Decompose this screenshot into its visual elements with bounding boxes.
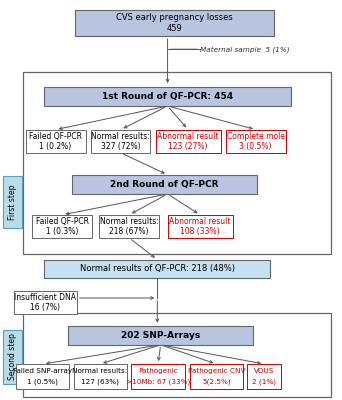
Text: 127 (63%): 127 (63%) [81,379,119,385]
FancyBboxPatch shape [247,364,281,389]
FancyBboxPatch shape [75,10,274,36]
Text: 108 (33%): 108 (33%) [180,227,220,236]
Text: Abnormal result: Abnormal result [169,217,231,226]
FancyBboxPatch shape [3,330,22,384]
FancyBboxPatch shape [68,326,253,345]
FancyBboxPatch shape [44,260,270,278]
Text: 218 (67%): 218 (67%) [109,227,149,236]
Text: VOUS: VOUS [254,368,274,374]
Text: 202 SNP-Arrays: 202 SNP-Arrays [121,331,200,340]
Text: 5(2.5%): 5(2.5%) [202,379,231,385]
Text: Abnormal result: Abnormal result [157,132,219,141]
FancyBboxPatch shape [14,291,77,314]
Text: Maternal sample  5 (1%): Maternal sample 5 (1%) [200,46,290,52]
Text: >10Mb: 67 (33%): >10Mb: 67 (33%) [126,379,190,385]
FancyBboxPatch shape [168,215,233,238]
Text: 16 (7%): 16 (7%) [30,303,60,312]
Text: 123 (27%): 123 (27%) [168,142,208,151]
FancyBboxPatch shape [32,215,92,238]
Text: 1 (0.5%): 1 (0.5%) [27,379,58,385]
Text: Normal results:: Normal results: [91,132,150,141]
Text: 2nd Round of QF-PCR: 2nd Round of QF-PCR [110,180,219,189]
Text: Failed QF-PCR: Failed QF-PCR [29,132,82,141]
Text: 1st Round of QF-PCR: 454: 1st Round of QF-PCR: 454 [102,92,233,101]
Text: Insufficient DNA: Insufficient DNA [14,293,76,302]
FancyBboxPatch shape [131,364,185,389]
Text: Pathogenic: Pathogenic [138,368,178,374]
Text: CVS early pregnancy losses: CVS early pregnancy losses [116,13,233,22]
Text: 3 (0.5%): 3 (0.5%) [239,142,272,151]
FancyBboxPatch shape [226,130,286,153]
Text: Failed QF-PCR: Failed QF-PCR [36,217,89,226]
Text: Normal results of QF-PCR: 218 (48%): Normal results of QF-PCR: 218 (48%) [80,264,235,273]
Text: Normal results:: Normal results: [73,368,128,374]
FancyBboxPatch shape [16,364,69,389]
Text: 459: 459 [167,24,182,34]
Text: Failed SNP-array: Failed SNP-array [13,368,73,374]
Text: 1 (0.2%): 1 (0.2%) [39,142,72,151]
Text: Complete mole: Complete mole [227,132,285,141]
FancyBboxPatch shape [26,130,86,153]
FancyBboxPatch shape [44,87,291,106]
FancyBboxPatch shape [91,130,150,153]
Text: Second step: Second step [9,333,17,380]
FancyBboxPatch shape [99,215,159,238]
FancyBboxPatch shape [74,364,127,389]
FancyBboxPatch shape [156,130,221,153]
Text: 2 (1%): 2 (1%) [252,379,276,385]
Text: 1 (0.3%): 1 (0.3%) [46,227,79,236]
FancyBboxPatch shape [3,176,22,228]
FancyBboxPatch shape [190,364,243,389]
Text: Pathogenic CNV: Pathogenic CNV [187,368,245,374]
Text: Normal results:: Normal results: [100,217,158,226]
FancyBboxPatch shape [72,175,256,194]
Text: First step: First step [9,184,17,220]
Text: 327 (72%): 327 (72%) [101,142,140,151]
